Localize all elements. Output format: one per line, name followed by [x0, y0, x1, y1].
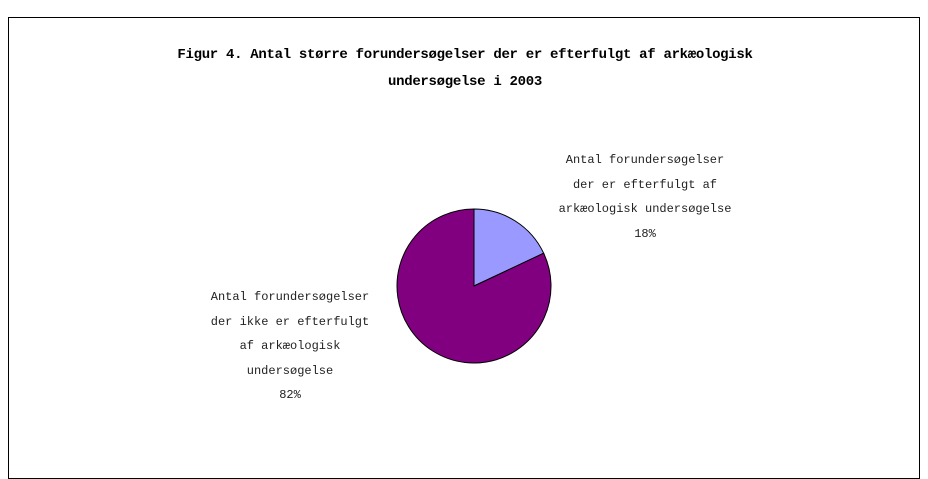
value-label: 82%: [279, 388, 301, 402]
page: Figur 4. Antal større forundersøgelser d…: [8, 17, 920, 479]
slice-label: Antal forundersøgelser der er efterfulgt…: [555, 148, 735, 246]
slice-label: Antal forundersøgelser der ikke er efter…: [200, 285, 380, 408]
category-label: Antal forundersøgelser der er efterfulgt…: [558, 153, 732, 216]
pie-slice: [396, 208, 552, 364]
value-label: 18%: [634, 226, 656, 241]
pie-slice: [473, 208, 545, 287]
chart-title: Figur 4. Antal større forundersøgelser d…: [177, 47, 753, 90]
chart: [396, 208, 552, 364]
category-label: Antal forundersøgelser der ikke er efter…: [210, 290, 370, 378]
